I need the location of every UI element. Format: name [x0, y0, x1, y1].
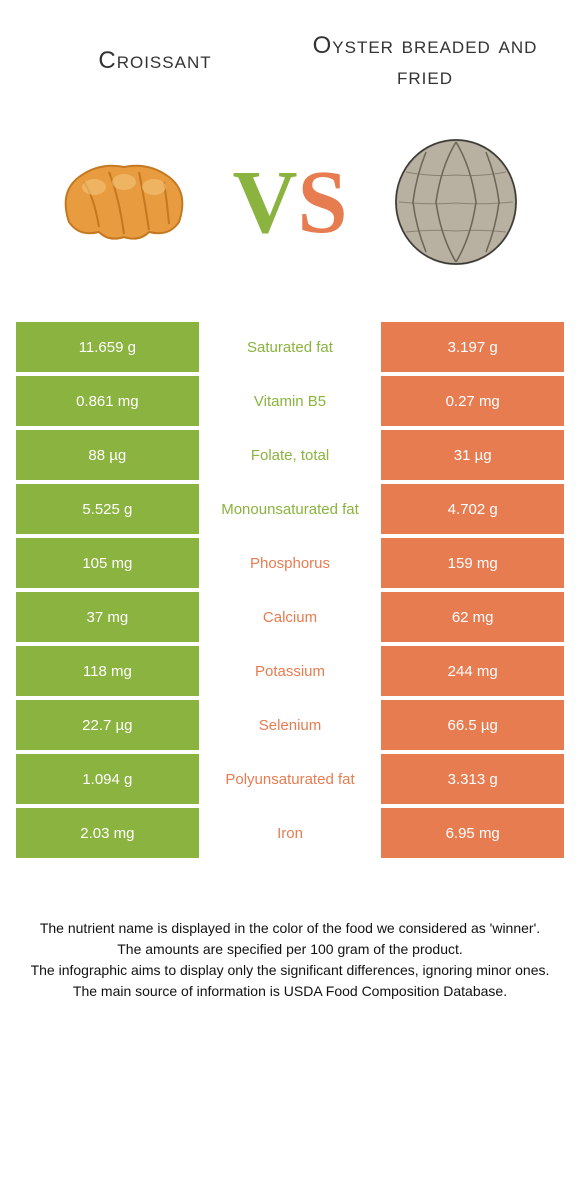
nutrient-label: Calcium: [199, 592, 382, 642]
nutrient-label: Phosphorus: [199, 538, 382, 588]
table-row: 1.094 gPolyunsaturated fat3.313 g: [16, 754, 564, 804]
right-value: 3.197 g: [381, 322, 564, 372]
left-value: 118 mg: [16, 646, 199, 696]
right-value: 159 mg: [381, 538, 564, 588]
nutrient-label: Iron: [199, 808, 382, 858]
table-row: 0.861 mgVitamin B50.27 mg: [16, 376, 564, 426]
comparison-table: 11.659 gSaturated fat3.197 g0.861 mgVita…: [16, 322, 564, 858]
vs-label: VS: [232, 151, 347, 254]
left-value: 37 mg: [16, 592, 199, 642]
left-value: 88 µg: [16, 430, 199, 480]
nutrient-label: Potassium: [199, 646, 382, 696]
left-value: 1.094 g: [16, 754, 199, 804]
footer-line: The main source of information is USDA F…: [20, 981, 560, 1002]
table-row: 11.659 gSaturated fat3.197 g: [16, 322, 564, 372]
right-value: 66.5 µg: [381, 700, 564, 750]
food-left-title: Croissant: [20, 47, 290, 75]
croissant-image: [44, 122, 204, 282]
table-row: 2.03 mgIron6.95 mg: [16, 808, 564, 858]
header-row: Croissant Oyster breaded and fried: [0, 0, 580, 102]
right-value: 0.27 mg: [381, 376, 564, 426]
footer-line: The nutrient name is displayed in the co…: [20, 918, 560, 939]
nutrient-label: Saturated fat: [199, 322, 382, 372]
nutrient-label: Vitamin B5: [199, 376, 382, 426]
right-value: 3.313 g: [381, 754, 564, 804]
nutrient-label: Selenium: [199, 700, 382, 750]
footer-line: The amounts are specified per 100 gram o…: [20, 939, 560, 960]
nutrient-label: Folate, total: [199, 430, 382, 480]
left-value: 2.03 mg: [16, 808, 199, 858]
oyster-image: [376, 122, 536, 282]
left-value: 5.525 g: [16, 484, 199, 534]
table-row: 22.7 µgSelenium66.5 µg: [16, 700, 564, 750]
food-right-title: Oyster breaded and fried: [290, 30, 560, 92]
left-value: 0.861 mg: [16, 376, 199, 426]
right-value: 6.95 mg: [381, 808, 564, 858]
table-row: 5.525 gMonounsaturated fat4.702 g: [16, 484, 564, 534]
right-value: 244 mg: [381, 646, 564, 696]
table-row: 37 mgCalcium62 mg: [16, 592, 564, 642]
table-row: 88 µgFolate, total31 µg: [16, 430, 564, 480]
left-value: 105 mg: [16, 538, 199, 588]
footer-notes: The nutrient name is displayed in the co…: [20, 918, 560, 1002]
right-value: 4.702 g: [381, 484, 564, 534]
table-row: 118 mgPotassium244 mg: [16, 646, 564, 696]
right-value: 62 mg: [381, 592, 564, 642]
vs-v: V: [232, 153, 297, 252]
compare-row: VS: [0, 102, 580, 322]
nutrient-label: Polyunsaturated fat: [199, 754, 382, 804]
left-value: 22.7 µg: [16, 700, 199, 750]
left-value: 11.659 g: [16, 322, 199, 372]
nutrient-label: Monounsaturated fat: [199, 484, 382, 534]
footer-line: The infographic aims to display only the…: [20, 960, 560, 981]
vs-s: S: [297, 153, 347, 252]
right-value: 31 µg: [381, 430, 564, 480]
table-row: 105 mgPhosphorus159 mg: [16, 538, 564, 588]
